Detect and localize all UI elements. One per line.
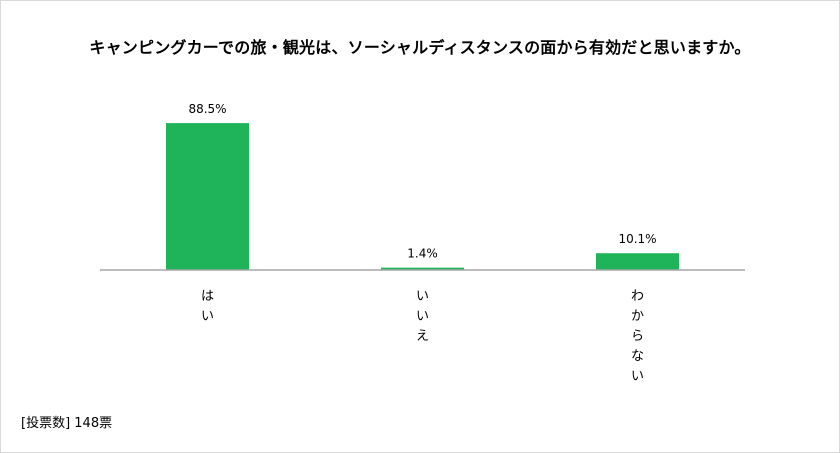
bar-1 — [166, 123, 249, 270]
value-label-1: 88.5% — [188, 102, 226, 116]
chart-title: キャンピングカーでの旅・観光は、ソーシャルディスタンスの面から有効だと思いますか… — [89, 38, 751, 57]
category-label-2: いいえ — [416, 289, 429, 344]
category-labels-group: はい いいえ わからない — [201, 289, 644, 384]
category-label-3: わからない — [631, 289, 644, 384]
vote-count-note: [投票数] 148票 — [21, 416, 113, 431]
bar-3 — [596, 253, 679, 270]
bars-group — [166, 123, 679, 270]
value-label-2: 1.4% — [407, 247, 438, 261]
value-labels-group: 88.5% 1.4% 10.1% — [188, 102, 656, 261]
value-label-3: 10.1% — [618, 232, 656, 246]
bar-2 — [381, 267, 464, 270]
category-label-1: はい — [201, 289, 214, 324]
